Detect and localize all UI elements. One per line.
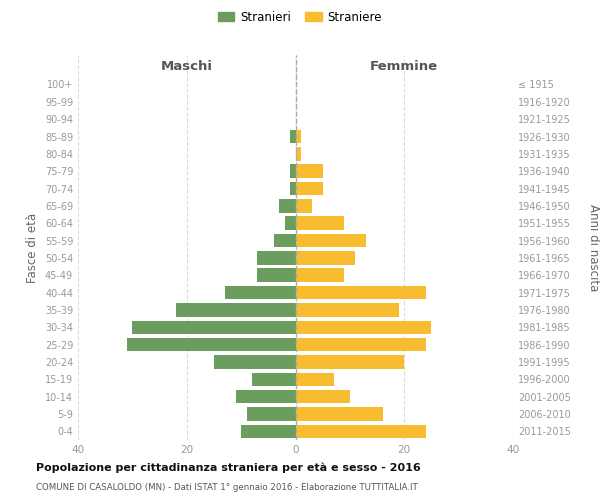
Bar	[274, 234, 296, 247]
Bar	[279, 199, 296, 212]
Text: Popolazione per cittadinanza straniera per età e sesso - 2016: Popolazione per cittadinanza straniera p…	[36, 462, 421, 473]
Bar	[225, 286, 296, 300]
Text: Femmine: Femmine	[370, 60, 439, 73]
Bar	[296, 147, 301, 160]
Bar	[290, 130, 296, 143]
Bar	[290, 164, 296, 178]
Bar	[296, 355, 404, 368]
Bar	[257, 268, 296, 282]
Legend: Stranieri, Straniere: Stranieri, Straniere	[213, 6, 387, 28]
Bar	[296, 372, 334, 386]
Bar	[296, 199, 312, 212]
Y-axis label: Anni di nascita: Anni di nascita	[587, 204, 600, 291]
Bar	[247, 407, 296, 421]
Bar	[133, 320, 296, 334]
Bar	[296, 390, 350, 404]
Bar	[296, 320, 431, 334]
Bar	[214, 355, 296, 368]
Bar	[252, 372, 296, 386]
Bar	[296, 182, 323, 196]
Bar	[284, 216, 296, 230]
Bar	[241, 424, 296, 438]
Text: COMUNE DI CASALOLDO (MN) - Dati ISTAT 1° gennaio 2016 - Elaborazione TUTTITALIA.: COMUNE DI CASALOLDO (MN) - Dati ISTAT 1°…	[36, 484, 418, 492]
Bar	[127, 338, 296, 351]
Bar	[296, 286, 426, 300]
Y-axis label: Fasce di età: Fasce di età	[26, 212, 39, 282]
Bar	[290, 182, 296, 196]
Bar	[296, 407, 383, 421]
Bar	[176, 303, 296, 316]
Bar	[296, 234, 366, 247]
Bar	[296, 424, 426, 438]
Bar	[296, 216, 344, 230]
Bar	[296, 338, 426, 351]
Bar	[296, 251, 355, 264]
Bar	[296, 268, 344, 282]
Text: Maschi: Maschi	[161, 60, 213, 73]
Bar	[296, 130, 301, 143]
Bar	[296, 303, 399, 316]
Bar	[257, 251, 296, 264]
Bar	[296, 164, 323, 178]
Bar	[236, 390, 296, 404]
